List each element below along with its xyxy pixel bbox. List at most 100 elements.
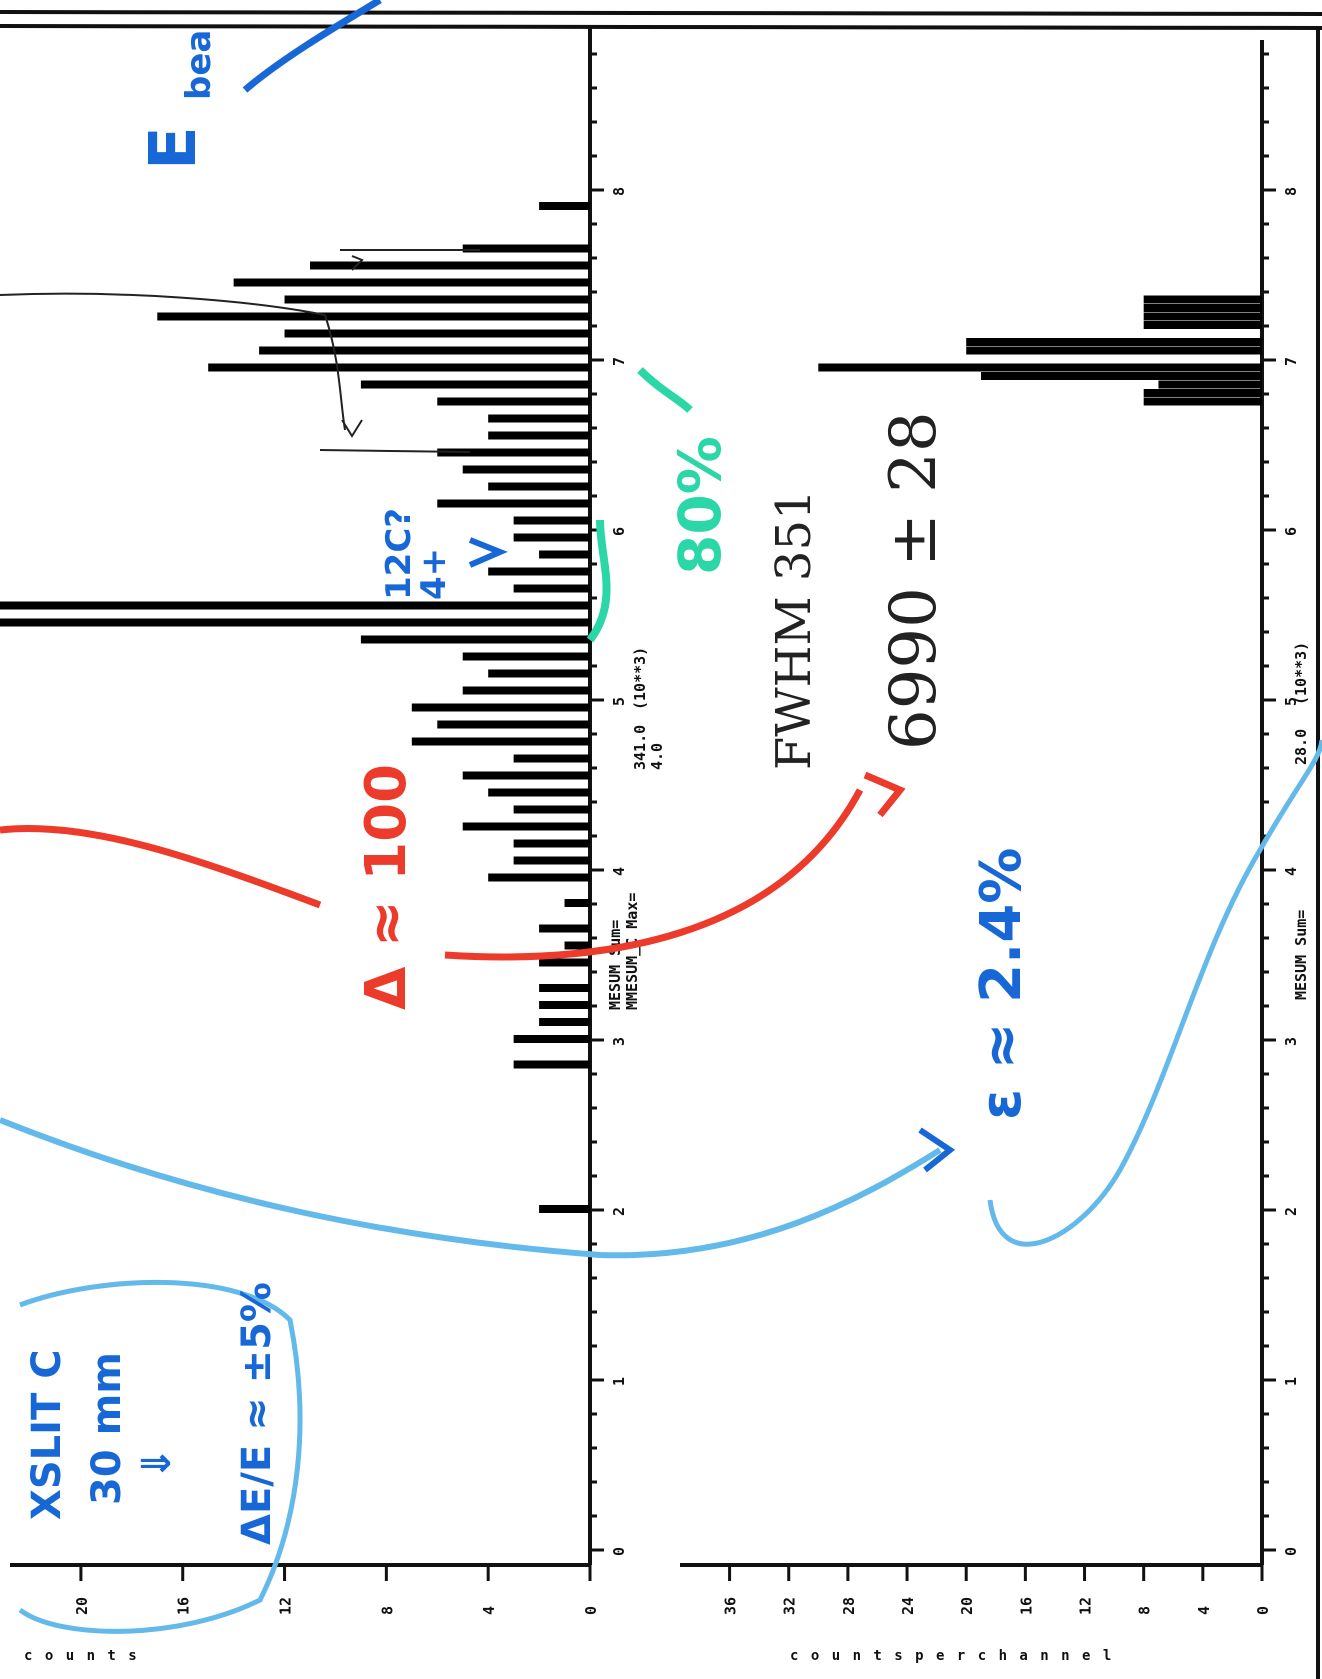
upper-histogram-bar — [488, 431, 590, 440]
upper-x-unit-label: (10**3) — [631, 647, 649, 710]
upper-histogram-bar — [488, 482, 590, 491]
lower-histogram-bar — [981, 372, 1262, 380]
upper-x-tick-label: 7 — [610, 357, 628, 366]
lower-histogram-bar — [1143, 397, 1262, 406]
upper-histogram-bar — [513, 839, 590, 848]
blue-note-line-1: XSLIT C — [24, 1349, 70, 1520]
upper-histogram-bar — [513, 754, 590, 763]
lower-histogram-bar — [966, 338, 1262, 346]
upper-histogram-bar — [539, 1001, 590, 1009]
upper-y-tick-label: 4 — [480, 1606, 498, 1615]
black-annotation-fwhm: FWHM 351 — [766, 489, 822, 770]
upper-histogram-bar — [462, 822, 590, 831]
upper-y-tick-label: 0 — [582, 1606, 600, 1615]
green-marker-strokes — [586, 367, 693, 643]
upper-histogram-bar — [462, 652, 590, 661]
lower-y-tick-label: 8 — [1136, 1606, 1154, 1615]
upper-y-tick-label: 12 — [277, 1597, 295, 1615]
lower-x-tick-label: 0 — [1282, 1547, 1300, 1556]
lower-y-tick-label: 4 — [1195, 1606, 1213, 1615]
upper-x-tick-label: 3 — [610, 1037, 628, 1046]
upper-x-ticks: 0 1 2 3 4 5 6 7 8 — [590, 52, 628, 1556]
blue-annotation-epsilon: ε ≈ 2.4% — [969, 848, 1034, 1120]
upper-y-axis-label: c o u n t s — [24, 1648, 139, 1664]
upper-histogram-bar — [539, 1018, 590, 1026]
upper-histogram-bar — [513, 584, 590, 593]
blue-annotation-c12: 12C? — [379, 508, 419, 600]
upper-histogram-bar — [411, 703, 590, 712]
upper-histogram-bar — [564, 899, 590, 907]
blue-note-line-4: ΔE/E ≈ ±5% — [234, 1282, 280, 1545]
lower-x-tick-label: 5 — [1282, 697, 1300, 706]
lower-y-tick-label: 20 — [958, 1597, 976, 1615]
upper-stat-label-2: MMESUM_C Max= — [623, 893, 641, 1010]
lower-y-tick-label: 12 — [1077, 1597, 1095, 1615]
lower-histogram-bar — [1143, 295, 1262, 304]
lower-x-tick-label: 2 — [1282, 1207, 1300, 1216]
upper-histogram-bar — [513, 1035, 590, 1043]
upper-histogram-bar — [539, 550, 590, 559]
upper-histogram-bar — [539, 984, 590, 992]
black-arrowhead-top — [351, 255, 364, 271]
upper-histogram-bar — [437, 499, 590, 508]
lower-y-tick-label: 28 — [840, 1597, 858, 1615]
upper-stat-value-1: 341.0 — [631, 725, 649, 770]
upper-histogram-bar — [462, 244, 590, 253]
green-annotation-80pct: 80% — [666, 436, 734, 575]
light-blue-marker-curve — [0, 1117, 942, 1259]
lower-histogram-bar — [1143, 389, 1262, 397]
red-marker-arrow-curve — [444, 788, 864, 961]
upper-stat-label-1: MESUM Sum= — [606, 920, 624, 1010]
lower-histogram-bar — [966, 346, 1262, 355]
lower-bars — [818, 295, 1262, 406]
blue-note-outline — [18, 1279, 303, 1634]
blue-c12-arrow — [468, 537, 508, 568]
lower-stat-label-1: MESUM Sum= — [1292, 910, 1310, 1000]
upper-y-tick-label: 8 — [378, 1606, 396, 1615]
upper-x-tick-label: 4 — [610, 867, 628, 876]
upper-histogram-bar — [310, 261, 590, 270]
upper-histogram-bar — [513, 516, 590, 525]
upper-stat-values: 341.0 4.0 — [631, 725, 666, 770]
lower-histogram-bar — [1158, 380, 1262, 389]
blue-annotation-bea: bea — [179, 30, 219, 100]
black-pen-line-bottom — [319, 449, 471, 453]
upper-stats: MESUM Sum= MMESUM_C Max= — [606, 893, 641, 1010]
lower-y-tick-label: 0 — [1254, 1606, 1272, 1615]
light-blue-marker-curve-right — [987, 739, 1322, 1247]
blue-annotation-4plus: 4+ — [414, 548, 454, 600]
upper-histogram-bar — [539, 958, 590, 967]
blue-note-line-3: ⇓ — [134, 1446, 180, 1480]
lower-x-tick-label: 3 — [1282, 1037, 1300, 1046]
upper-histogram-bar — [488, 873, 590, 882]
upper-histogram-bar — [0, 618, 591, 627]
black-pen-bracket — [0, 292, 346, 431]
page-top-rule-2 — [0, 24, 1322, 30]
upper-histogram-bar — [411, 737, 590, 746]
upper-histogram-bar — [284, 329, 590, 338]
upper-histogram-bar — [284, 295, 590, 304]
upper-y-tick-label: 16 — [175, 1597, 193, 1615]
upper-histogram-bar — [157, 312, 591, 321]
lower-y-tick-label: 24 — [899, 1597, 917, 1615]
upper-histogram-bar — [360, 380, 590, 389]
upper-histogram-bar — [539, 202, 590, 210]
upper-bars — [0, 202, 591, 1213]
upper-histogram-bar — [437, 720, 590, 729]
red-annotation-delta: Δ ≈ 100 — [354, 764, 419, 1010]
upper-x-tick-label: 1 — [610, 1377, 628, 1386]
upper-histogram-bar — [462, 465, 590, 474]
lower-x-ticks: 0 1 2 3 4 5 6 7 8 — [1262, 52, 1300, 1556]
upper-histogram-bar — [233, 278, 591, 287]
upper-histogram-bar — [564, 941, 590, 950]
black-annotation-value: 6990 ± 28 — [877, 411, 951, 750]
upper-x-tick-label: 0 — [610, 1547, 628, 1556]
blue-note-line-2: 30 mm — [84, 1352, 130, 1505]
lower-histogram-bar — [1143, 312, 1262, 321]
lower-x-tick-label: 8 — [1282, 187, 1300, 196]
upper-x-tick-label: 2 — [610, 1207, 628, 1216]
lower-x-tick-label: 1 — [1282, 1377, 1300, 1386]
